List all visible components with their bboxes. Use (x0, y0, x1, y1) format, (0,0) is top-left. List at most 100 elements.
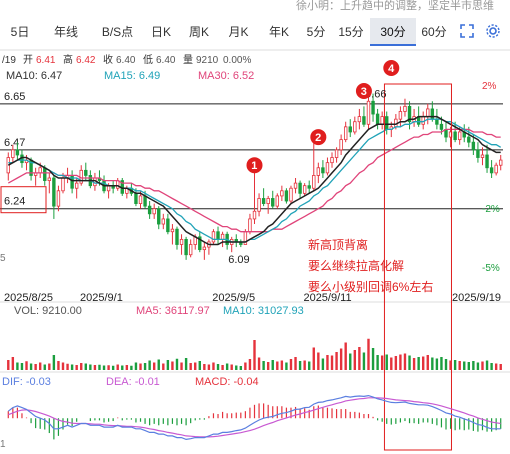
volume-bar (426, 355, 429, 370)
volume-bar (216, 364, 220, 370)
volume-bar (66, 363, 69, 370)
volume-bar (308, 361, 311, 370)
candle-body (143, 195, 147, 207)
expand-icon[interactable] (460, 24, 474, 38)
pct-tick-label: -5% (482, 263, 500, 274)
volume-bar (48, 363, 51, 370)
volume-bar (376, 355, 379, 370)
tab-10[interactable]: 60分 (421, 25, 447, 39)
pct-tick-label: 2% (482, 81, 497, 92)
candle-body (152, 208, 156, 215)
candle-body (385, 116, 389, 130)
info-vol: 9210 (196, 55, 219, 66)
candle-body (52, 177, 56, 207)
candle-body (220, 233, 225, 240)
info-low-label: 低 (143, 53, 153, 66)
candle-body (426, 108, 430, 118)
candle-body (480, 154, 485, 158)
top-partial-text: 徐小明：上升趋中的调整，坚定半市思维 (296, 0, 494, 12)
tab-9[interactable]: 30分 (370, 18, 416, 46)
candle-body (407, 105, 412, 123)
tab-0[interactable]: 5日 (10, 25, 30, 39)
candle-body (421, 116, 425, 125)
candle-body (61, 177, 65, 192)
volume-bar (121, 365, 124, 370)
tab-8[interactable]: 15分 (338, 25, 364, 39)
info-close-label: 收 (103, 53, 113, 66)
volume-bar (203, 364, 206, 370)
volume-bar (371, 348, 375, 370)
volume-bar (353, 350, 357, 370)
volume-bar (399, 354, 402, 370)
candle-body (357, 116, 362, 123)
marker-circle (355, 83, 372, 100)
volume-bar (435, 358, 439, 370)
volume-bar (499, 364, 502, 370)
volume-bar (403, 353, 407, 370)
tab-1[interactable]: 年线 (53, 25, 78, 39)
candle-body (485, 154, 489, 169)
candle-body (261, 198, 266, 204)
ma10-line (7, 115, 501, 246)
volume-bar (89, 364, 92, 370)
volume-bar (75, 365, 78, 370)
macd-legend-dea: DEA: -0.01 (106, 376, 160, 388)
tab-3[interactable]: 日K (150, 25, 171, 39)
volume-bar (380, 355, 384, 370)
candle-body (439, 123, 444, 130)
volume-bar (472, 361, 475, 370)
volume-bar (394, 356, 398, 370)
volume-bar (152, 362, 156, 370)
candle-body (188, 244, 193, 256)
volume-bar (476, 362, 480, 370)
volume-bar (417, 357, 420, 370)
candle-body (339, 139, 343, 151)
macd-legend-up: MACD: -0.04 (195, 376, 259, 388)
candle-body (362, 116, 366, 125)
volume-bar (494, 363, 498, 370)
candle-body (134, 192, 138, 204)
candle-body (375, 113, 380, 125)
volume-bar (175, 358, 179, 370)
volume-bar (157, 359, 160, 370)
volume-bar (148, 360, 151, 370)
marker-number: 4 (388, 63, 395, 75)
dif-line (7, 394, 501, 441)
candle-body (147, 205, 152, 215)
volume-bar (385, 354, 388, 370)
level-box (0, 186, 47, 214)
volume-bar (20, 363, 24, 370)
pct-tick-label: -2% (482, 204, 500, 215)
volume-bar (358, 347, 361, 370)
candle-body (467, 136, 471, 143)
tab-7[interactable]: 5分 (306, 25, 326, 39)
candle-body (289, 187, 293, 202)
volume-bar (257, 357, 261, 370)
settings-icon[interactable] (486, 24, 500, 38)
info-date: /19 (2, 55, 16, 66)
volume-bar (467, 362, 471, 370)
candle-body (312, 175, 316, 189)
volume-bar (61, 362, 65, 370)
volume-bar (444, 359, 448, 370)
tab-6[interactable]: 年K (268, 25, 289, 39)
volume-bar (449, 360, 452, 370)
info-vol-label: 量 (183, 54, 193, 66)
ma-legend-ma10: MA10: 6.47 (6, 70, 62, 82)
tab-4[interactable]: 周K (188, 25, 209, 39)
volume-bar (244, 362, 247, 370)
macd-ylabel: 1 (0, 439, 6, 450)
tab-5[interactable]: 月K (228, 25, 249, 39)
volume-bar (463, 361, 466, 370)
candle-body (179, 238, 184, 245)
tab-2[interactable]: B/S点 (101, 25, 134, 39)
candle-body (38, 167, 42, 174)
candle-body (216, 231, 220, 240)
volume-bar (412, 358, 416, 370)
candle-body (275, 195, 279, 207)
marker-number: 2 (315, 132, 321, 144)
x-axis-label: 2025/9/1 (80, 292, 123, 304)
volume-bar (225, 363, 229, 370)
candle-body (11, 149, 15, 158)
candle-body (175, 228, 179, 245)
